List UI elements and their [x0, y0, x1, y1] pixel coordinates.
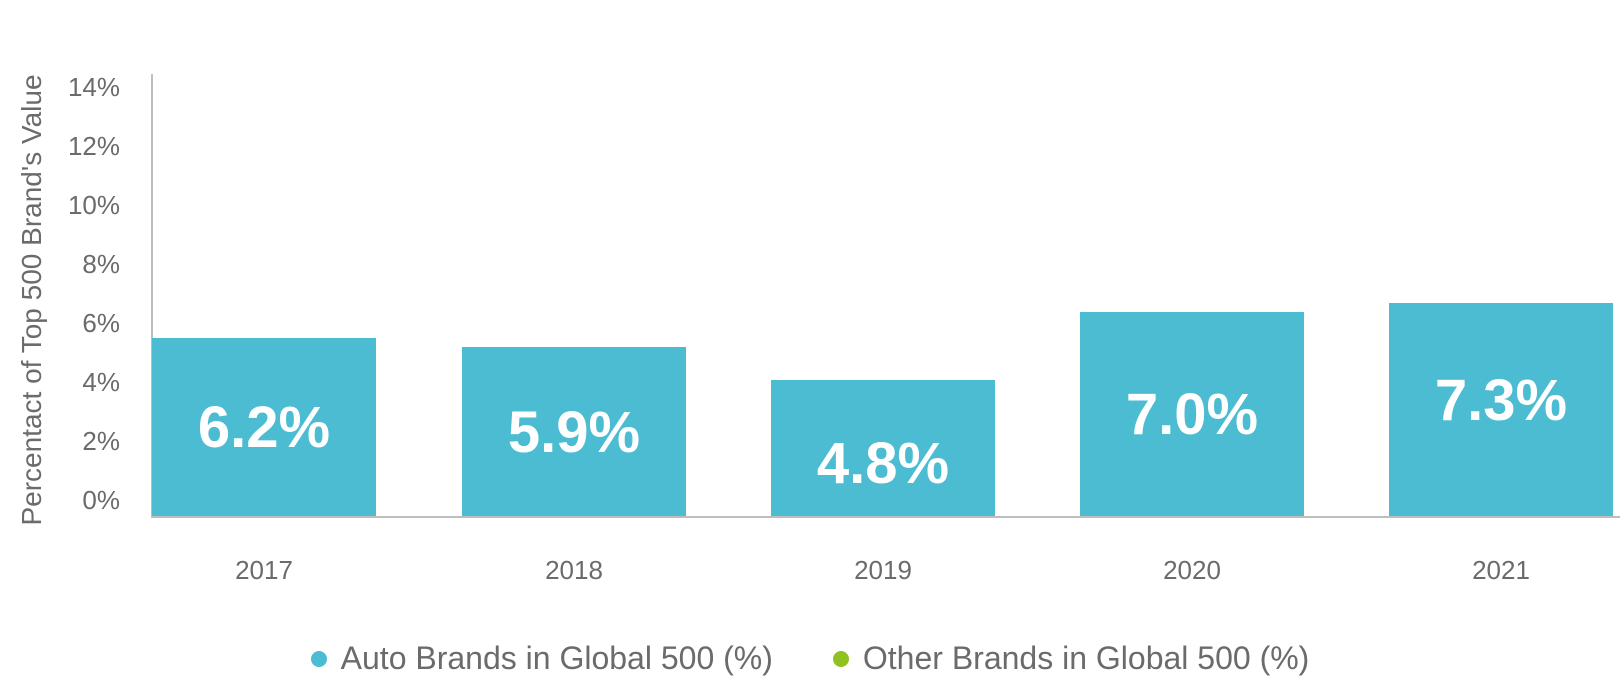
bar-value-label: 7.0%	[1125, 382, 1259, 447]
bar-value-label: 7.3%	[1434, 367, 1568, 433]
y-tick: 14%	[67, 72, 120, 102]
y-tick: 2%	[82, 426, 120, 456]
y-tick: 0%	[82, 485, 120, 515]
bar-value-label: 4.8%	[816, 431, 950, 496]
legend-label: Auto Brands in Global 500 (%)	[340, 640, 773, 676]
bar-2019: 4.8%	[771, 380, 995, 517]
y-tick: 4%	[82, 367, 120, 397]
x-axis-line	[151, 516, 1620, 518]
bar-value-label: 6.2%	[197, 395, 331, 460]
legend-dot-icon	[310, 650, 327, 667]
y-axis-line	[151, 74, 153, 518]
x-tick: 2020	[1163, 555, 1221, 585]
y-tick: 10%	[67, 190, 120, 220]
x-tick: 2021	[1472, 555, 1530, 585]
legend-dot-icon	[832, 650, 849, 667]
x-tick: 2019	[854, 555, 912, 585]
x-tick: 2018	[545, 555, 603, 585]
legend-item-other-brands[interactable]: Other Brands in Global 500 (%)	[832, 640, 1310, 677]
y-tick: 12%	[67, 131, 120, 161]
y-tick: 8%	[82, 249, 120, 279]
x-tick: 2017	[235, 555, 293, 585]
bar-2018: 5.9%	[462, 347, 686, 517]
y-tick: 6%	[82, 308, 120, 338]
bar-2021: 7.3%	[1389, 303, 1613, 517]
legend-label: Other Brands in Global 500 (%)	[862, 640, 1310, 676]
bar-2017: 6.2%	[152, 338, 376, 517]
bar-value-label: 5.9%	[507, 399, 641, 465]
legend: Auto Brands in Global 500 (%) Other Bran…	[0, 640, 1620, 677]
legend-item-auto-brands[interactable]: Auto Brands in Global 500 (%)	[310, 640, 773, 677]
bar-2020: 7.0%	[1080, 312, 1304, 517]
